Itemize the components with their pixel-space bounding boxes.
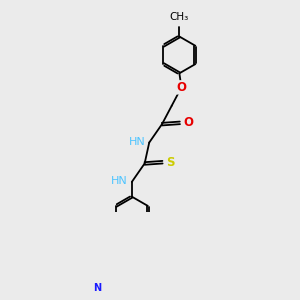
Text: CH₃: CH₃ bbox=[170, 13, 189, 22]
Text: S: S bbox=[166, 156, 174, 169]
Text: O: O bbox=[176, 81, 186, 94]
Text: O: O bbox=[183, 116, 193, 129]
Text: N: N bbox=[94, 283, 102, 293]
Text: HN: HN bbox=[129, 137, 146, 147]
Text: HN: HN bbox=[111, 176, 128, 186]
